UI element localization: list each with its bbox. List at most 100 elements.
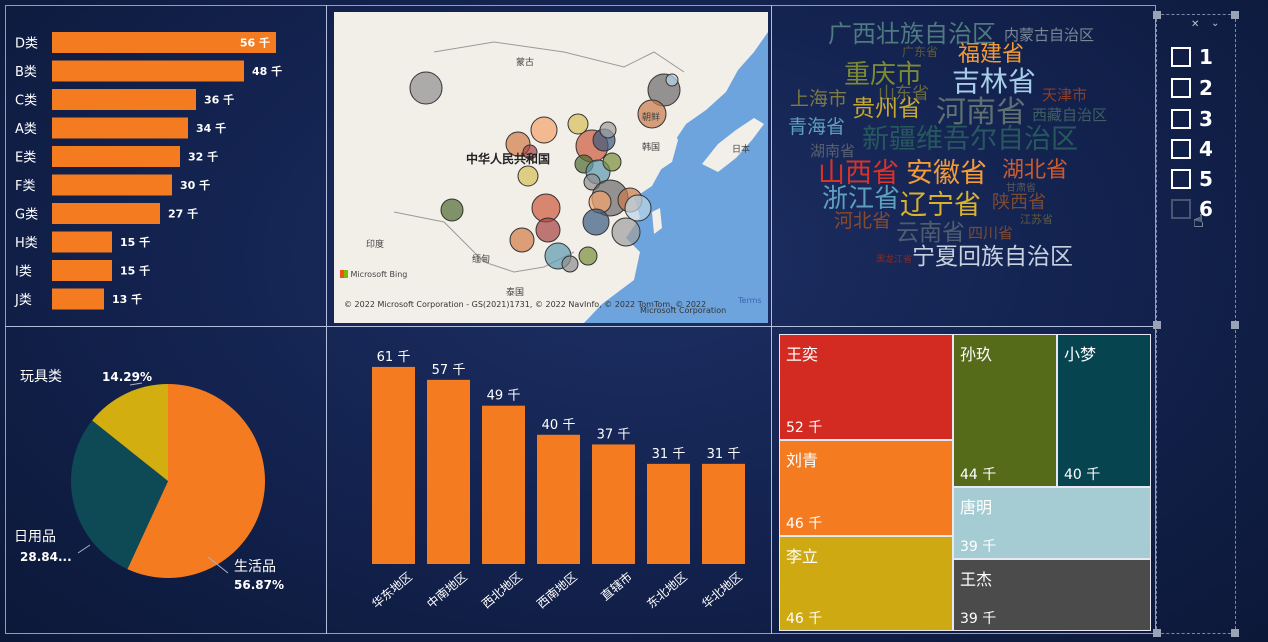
slicer-item-label: 5 <box>1199 167 1213 191</box>
map-bubble <box>599 121 617 139</box>
bar <box>52 260 112 281</box>
treemap-tile[interactable]: 孙玖 44 千 <box>953 334 1057 487</box>
slicer-item-2[interactable]: 2 <box>1171 76 1235 100</box>
slicer-item-label: 6 <box>1199 197 1213 221</box>
resize-handle[interactable] <box>1231 321 1239 329</box>
pie-slice-name: 玩具类 <box>20 369 62 385</box>
slicer-item-label: 2 <box>1199 76 1213 100</box>
taiwan-land <box>652 208 662 234</box>
treemap-tile-name: 唐明 <box>960 498 993 517</box>
map-label-thailand: 泰国 <box>506 288 525 298</box>
word-cloud-word: 西藏自治区 <box>1032 106 1108 124</box>
bar <box>647 463 690 564</box>
checkbox[interactable] <box>1171 78 1191 98</box>
bar-data-label: 36 千 <box>204 93 234 107</box>
word-cloud-word: 广西壮族自治区 <box>828 20 996 48</box>
checkbox[interactable] <box>1171 199 1191 219</box>
word-cloud-word: 内蒙古自治区 <box>1004 26 1095 44</box>
bar-category-label: 西北地区 <box>479 570 525 612</box>
word-cloud-word: 新疆维吾尔自治区 <box>862 124 1078 155</box>
hand-cursor-icon: ☝ <box>1193 211 1204 232</box>
checkbox[interactable] <box>1171 47 1191 67</box>
slicer-item-6[interactable]: 6 <box>1171 197 1235 221</box>
word-cloud-word: 上海市 <box>790 88 848 110</box>
word-cloud: 广西壮族自治区 内蒙古自治区 广东省 福建省 重庆市 吉林省 山东省 天津市 上海市 贵州省 河南省… <box>772 6 1155 326</box>
bar-category-label: F类 <box>15 179 35 194</box>
resize-handle[interactable] <box>1153 11 1161 19</box>
word-cloud-word: 山东省 <box>878 84 929 104</box>
word-cloud-word: 黑龙江省 <box>876 255 913 265</box>
bar <box>592 444 635 564</box>
slicer-item-label: 4 <box>1199 137 1213 161</box>
slicer-item-5[interactable]: 5 <box>1171 167 1235 191</box>
map-copyright-line2: Microsoft Corporation <box>640 306 727 315</box>
treemap-tile[interactable]: 王奕 52 千 <box>779 334 953 440</box>
bing-logo-text: Microsoft Bing <box>350 270 408 279</box>
bar <box>52 231 112 253</box>
pie-slice-label: 14.29% <box>102 370 152 384</box>
map-bubble <box>440 198 464 222</box>
word-cloud-word: 宁夏回族自治区 <box>912 244 1073 270</box>
map-copyright: © 2022 Microsoft Corporation - GS(2021)1… <box>344 300 707 309</box>
resize-handle[interactable] <box>1231 11 1239 19</box>
bar-category-label: C类 <box>15 94 37 109</box>
checkbox[interactable] <box>1171 109 1191 129</box>
map-terms-link[interactable]: Terms <box>738 296 762 305</box>
bar-data-label: 27 千 <box>168 207 198 221</box>
pie-slice-label: 28.84... <box>20 550 72 564</box>
map-bubble <box>578 246 598 266</box>
pie-leader-line <box>77 544 91 554</box>
resize-handle[interactable] <box>1153 629 1161 637</box>
microsoft-logo-icon <box>340 270 348 278</box>
treemap-tile-value: 46 千 <box>786 611 823 627</box>
map-label-china: 中华人民共和国 <box>466 152 551 166</box>
bar-category-label: 华北地区 <box>699 570 745 612</box>
map-label-mongolia: 蒙古 <box>516 58 535 68</box>
resize-handle[interactable] <box>1153 321 1161 329</box>
bar-data-label: 40 千 <box>542 418 576 433</box>
checkbox[interactable] <box>1171 139 1191 159</box>
word-cloud-word: 陕西省 <box>992 192 1046 213</box>
word-cloud-word: 吉林省 <box>952 65 1037 98</box>
map-label-india: 印度 <box>366 240 385 250</box>
bar-category-label: 东北地区 <box>644 570 690 612</box>
category-bar-chart: D类 56 千 B类 48 千 C类 36 千 A类 34 千 E类 32 千 F类 30 千 G类 27… <box>14 32 282 310</box>
treemap: 王奕 52 千刘青 46 千李立 46 千 孙玖 44 千小梦 40 千唐明 39 千王杰 39… <box>779 334 1151 631</box>
treemap-tile[interactable]: 刘青 46 千 <box>779 440 953 536</box>
word-cloud-word: 湖南省 <box>810 142 856 160</box>
slicer-item-4[interactable]: 4 <box>1171 137 1235 161</box>
word-cloud-word: 福建省 <box>958 42 1025 67</box>
treemap-tile[interactable]: 王杰 39 千 <box>953 559 1151 631</box>
bar <box>52 89 196 110</box>
pie-slice-name: 日用品 <box>14 529 56 545</box>
treemap-tile[interactable]: 小梦 40 千 <box>1057 334 1151 487</box>
bubble-map[interactable]: 蒙古 中华人民共和国 朝鲜 韩国 日本 印度 缅甸 泰国 Microsoft B… <box>334 12 768 323</box>
bar-category-label: 直辖市 <box>598 569 635 604</box>
treemap-tile-value: 39 千 <box>960 539 997 555</box>
bar-category-label: H类 <box>15 236 38 251</box>
chevron-down-icon[interactable]: ⌄ <box>1211 18 1220 29</box>
slicer-item-3[interactable]: 3 <box>1171 107 1235 131</box>
word-cloud-word: 重庆市 <box>844 60 923 90</box>
number-slicer[interactable]: ✕ ⌄ 1 2 3 4 5 6 ☝ <box>1153 11 1239 637</box>
bar <box>537 434 580 564</box>
eraser-icon[interactable]: ✕ <box>1191 19 1200 30</box>
country-border <box>433 41 685 73</box>
bar-data-label: 49 千 <box>487 389 521 404</box>
map-bubbles[interactable] <box>334 12 768 323</box>
pie-chart: 生活品 56.87% 日用品 28.84... 玩具类 14.29% <box>14 369 284 592</box>
map-label-north-korea: 朝鲜 <box>642 113 661 123</box>
checkbox[interactable] <box>1171 169 1191 189</box>
word-cloud-word: 河北省 <box>834 210 892 232</box>
treemap-tile-name: 李立 <box>786 547 819 566</box>
slicer-item-1[interactable]: 1 <box>1171 45 1235 69</box>
bar-data-label: 15 千 <box>120 235 150 249</box>
treemap-tile[interactable]: 李立 46 千 <box>779 536 953 631</box>
word-cloud-word: 甘肃省 <box>1006 183 1036 194</box>
word-cloud-word: 河南省 <box>936 95 1026 130</box>
map-bubble <box>624 194 652 222</box>
map-bubble <box>530 116 558 144</box>
treemap-tile[interactable]: 唐明 39 千 <box>953 487 1151 559</box>
pie-slice-label: 56.87% <box>234 578 284 592</box>
resize-handle[interactable] <box>1231 629 1239 637</box>
